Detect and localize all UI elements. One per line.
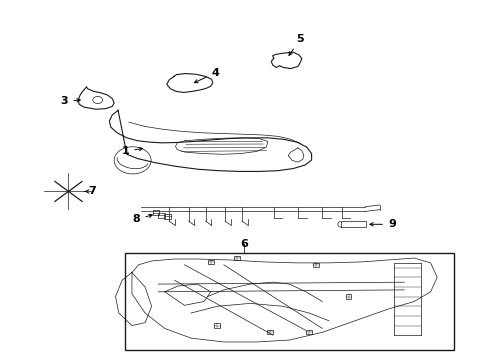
Bar bbox=[312, 263, 318, 267]
Text: 8: 8 bbox=[132, 214, 152, 224]
Bar bbox=[125, 253, 453, 350]
Bar bbox=[305, 330, 311, 334]
Bar bbox=[158, 212, 165, 217]
Text: 6: 6 bbox=[240, 239, 248, 249]
Bar bbox=[234, 256, 240, 260]
Bar bbox=[152, 210, 159, 215]
Bar bbox=[207, 260, 213, 264]
Text: 2: 2 bbox=[0, 359, 1, 360]
Text: 9: 9 bbox=[369, 219, 395, 229]
Text: 1: 1 bbox=[121, 147, 142, 157]
Bar bbox=[345, 294, 351, 299]
Bar bbox=[164, 214, 171, 219]
Bar bbox=[266, 330, 272, 334]
Text: 5: 5 bbox=[288, 34, 304, 55]
Text: 7: 7 bbox=[85, 186, 96, 197]
Text: 3: 3 bbox=[61, 96, 80, 107]
Bar bbox=[214, 323, 220, 328]
Text: 4: 4 bbox=[194, 68, 219, 83]
